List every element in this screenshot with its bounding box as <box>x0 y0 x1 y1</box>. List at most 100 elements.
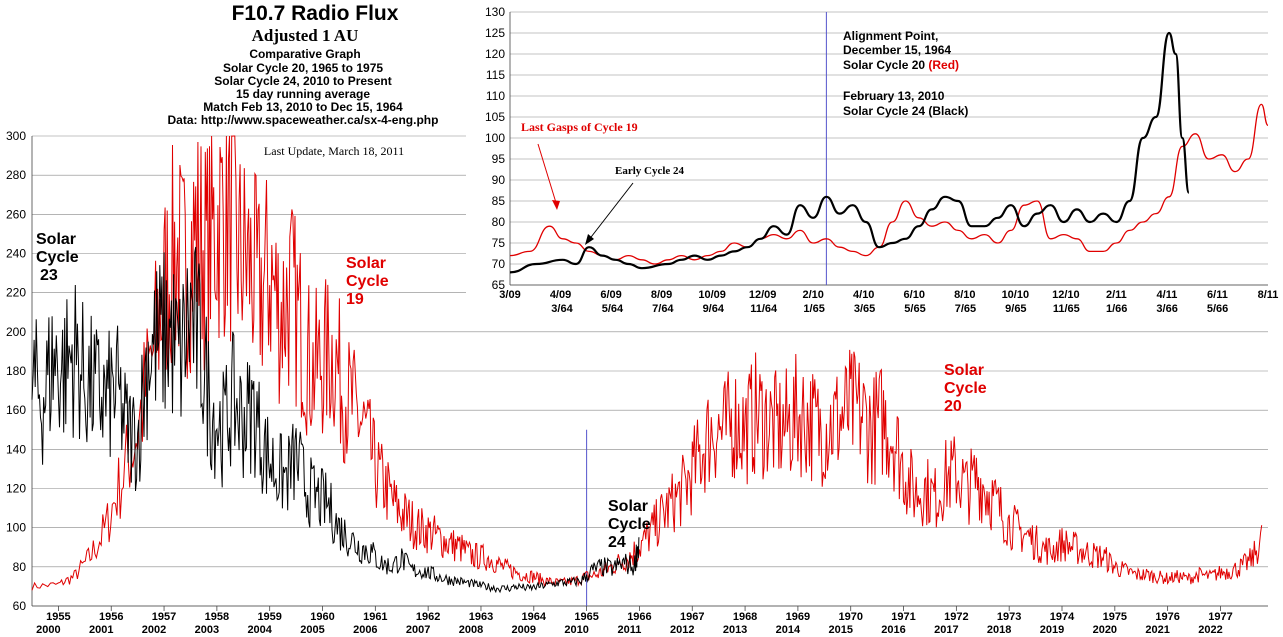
main-series-line-cycle19-20 <box>31 135 1263 591</box>
inset-x-label-bottom: 5/64 <box>602 303 624 315</box>
main-x-label-top: 1974 <box>1050 611 1075 623</box>
label-cycle-19-line2: Cycle <box>346 273 389 290</box>
label-cycle-24-line1: Solar <box>608 498 648 515</box>
inset-x-label-top: 12/09 <box>749 289 777 301</box>
inset-x-label-bottom: 3/65 <box>854 303 875 315</box>
inset-y-tick-label: 80 <box>492 215 506 229</box>
inset-y-tick-label: 105 <box>485 110 505 124</box>
chart-title: F10.7 Radio Flux <box>232 2 399 25</box>
inset-x-label-top: 8/09 <box>651 289 672 301</box>
inset-x-label-bottom: 11/65 <box>1053 303 1080 315</box>
arrowhead-last-gasps <box>552 200 560 210</box>
main-x-label-top: 1959 <box>257 611 281 623</box>
main-x-label-top: 1962 <box>416 611 440 623</box>
main-x-label-bottom: 2014 <box>776 624 801 636</box>
inset-x-label-bottom: 1/66 <box>1106 303 1127 315</box>
inset-x-label-top: 12/10 <box>1052 289 1080 301</box>
label-cycle-24-line3: 24 <box>608 534 626 551</box>
inset-x-label-top: 10/09 <box>698 289 726 301</box>
main-x-label-top: 1958 <box>205 611 229 623</box>
inset-x-label-bottom: 9/64 <box>703 303 725 315</box>
main-x-label-bottom: 2012 <box>670 624 694 636</box>
label-cycle-19: Solar Cycle 19 <box>346 255 389 308</box>
note-feb-2010: February 13, 2010 <box>843 89 945 103</box>
main-x-label-top: 1965 <box>574 611 598 623</box>
main-y-tick-label: 160 <box>6 403 26 417</box>
main-y-tick-label: 180 <box>6 364 26 378</box>
header-line-6: Data: http://www.spaceweather.ca/sx-4-en… <box>168 113 439 127</box>
main-x-label-top: 1970 <box>838 611 862 623</box>
main-x-label-top: 1955 <box>46 611 70 623</box>
inset-series <box>509 31 1269 274</box>
label-cycle-24-line2: Cycle <box>608 516 651 533</box>
main-x-label-top: 1960 <box>310 611 334 623</box>
main-y-ticks: 60 80 100 120 140 160 180 200 220 240 260 280 300 <box>6 129 26 613</box>
main-x-label-top: 1968 <box>733 611 757 623</box>
inset-notes: Alignment Point, December 15, 1964 Solar… <box>843 29 968 118</box>
main-y-tick-label: 120 <box>6 482 26 496</box>
main-x-label-top: 1973 <box>997 611 1021 623</box>
main-y-tick-label: 240 <box>6 247 26 261</box>
main-x-label-bottom: 2003 <box>195 624 219 636</box>
main-x-label-bottom: 2002 <box>142 624 166 636</box>
main-x-label-bottom: 2011 <box>617 624 641 636</box>
main-series <box>31 135 1263 594</box>
main-y-tick-label: 300 <box>6 129 26 143</box>
main-x-label-top: 1961 <box>363 611 387 623</box>
main-y-tick-label: 140 <box>6 442 26 456</box>
label-cycle-20: Solar Cycle 20 <box>944 362 987 415</box>
inset-x-label-top: 10/10 <box>1002 289 1030 301</box>
inset-x-label-top: 6/09 <box>600 289 621 301</box>
arrow-early-cycle24 <box>587 182 634 242</box>
main-x-label-bottom: 2020 <box>1093 624 1117 636</box>
inset-y-tick-label: 70 <box>492 257 506 271</box>
last-update: Last Update, March 18, 2011 <box>264 144 404 158</box>
header-line-3: Solar Cycle 24, 2010 to Present <box>214 74 391 88</box>
inset-x-label-bottom: 5/66 <box>1207 303 1228 315</box>
main-x-label-top: 1967 <box>680 611 704 623</box>
inset-series-cycle20 <box>509 103 1269 265</box>
inset-y-tick-label: 95 <box>492 152 506 166</box>
label-cycle-19-line1: Solar <box>346 255 386 272</box>
main-x-label-bottom: 2009 <box>512 624 536 636</box>
main-x-label-bottom: 2010 <box>564 624 588 636</box>
inset-y-tick-label: 110 <box>486 89 505 103</box>
inset-x-label-top: 2/10 <box>802 289 823 301</box>
note-alignment: Alignment Point, <box>843 29 938 43</box>
note-cycle20-text: Solar Cycle 20 <box>843 58 928 72</box>
main-series-line-cycle23-24 <box>31 246 640 594</box>
main-x-label-bottom: 2001 <box>89 624 113 636</box>
main-x-label-bottom: 2021 <box>1145 624 1169 636</box>
inset-y-tick-label: 100 <box>485 131 505 145</box>
inset-y-tick-label: 65 <box>492 278 506 292</box>
inset-y-tick-label: 130 <box>485 5 505 19</box>
inset-y-tick-label: 125 <box>485 26 505 40</box>
main-y-tick-label: 60 <box>13 599 27 613</box>
inset-x-label-top: 4/11 <box>1157 289 1178 301</box>
main-x-label-top: 1972 <box>944 611 968 623</box>
inset-x-label-top: 3/09 <box>499 289 520 301</box>
inset-x-label-bottom: 5/65 <box>904 303 925 315</box>
main-x-label-top: 1966 <box>627 611 651 623</box>
main-x-label-bottom: 2006 <box>353 624 377 636</box>
main-x-label-bottom: 2013 <box>723 624 747 636</box>
arrowhead-early-cycle24 <box>585 234 594 245</box>
arrow-last-gasps <box>537 143 558 207</box>
note-cycle24: Solar Cycle 24 (Black) <box>843 104 968 118</box>
label-cycle-23-line2: Cycle <box>36 249 79 266</box>
label-cycle-23-line3: 23 <box>40 267 58 284</box>
label-cycle-23-line1: Solar <box>36 231 76 248</box>
inset-x-label-top: 8/10 <box>954 289 975 301</box>
inset-x-label-top: 2/11 <box>1106 289 1127 301</box>
inset-x-label-bottom: 3/64 <box>551 303 573 315</box>
inset-x-label-top: 6/11 <box>1207 289 1228 301</box>
inset-y-tick-label: 120 <box>485 47 505 61</box>
label-cycle-20-line2: Cycle <box>944 380 987 397</box>
main-x-label-bottom: 2022 <box>1198 624 1222 636</box>
label-cycle-24: Solar Cycle 24 <box>608 498 651 551</box>
header-line-5: Match Feb 13, 2010 to Dec 15, 1964 <box>203 100 403 114</box>
inset-x-label-top: 4/09 <box>550 289 571 301</box>
main-x-label-top: 1964 <box>522 611 547 623</box>
inset-x-label-top: 6/10 <box>904 289 925 301</box>
